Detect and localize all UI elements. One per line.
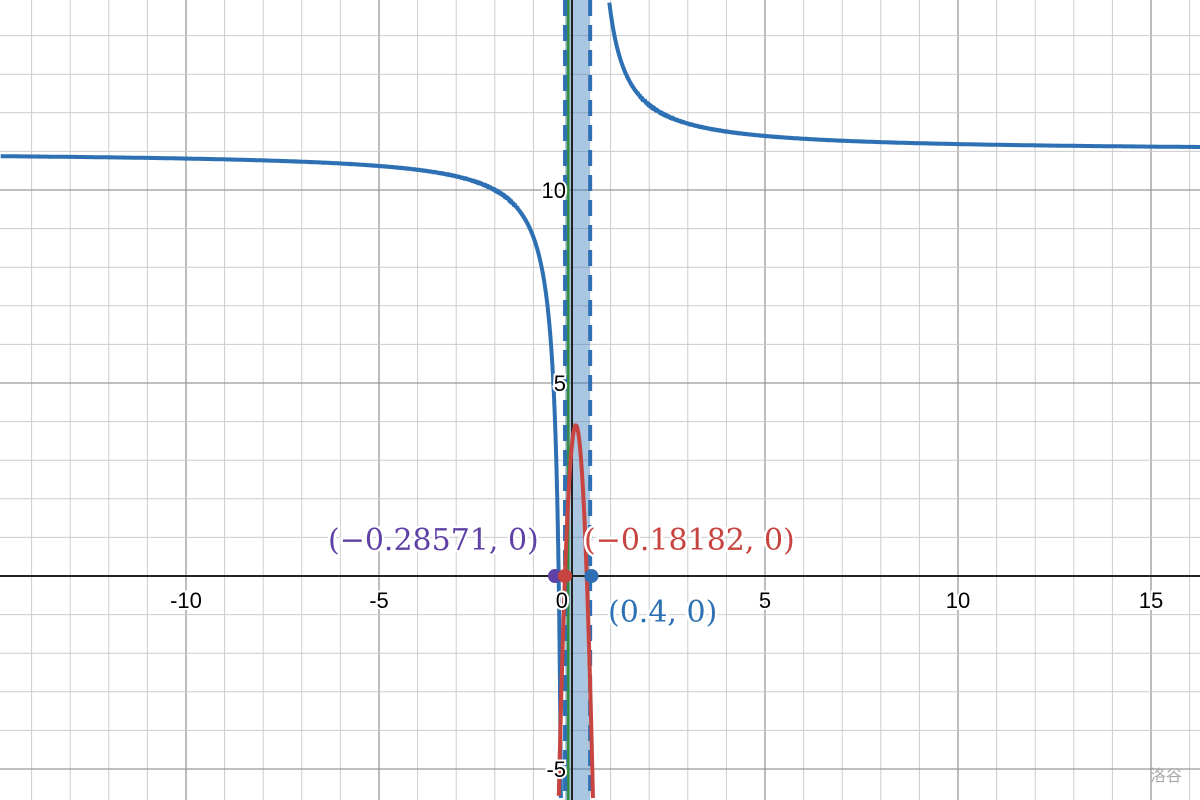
x-tick-label: -5 bbox=[369, 588, 389, 613]
red-parabola bbox=[556, 423, 595, 799]
point-label-red[interactable]: (−0.18182, 0) bbox=[582, 521, 798, 561]
x-tick-label: -10 bbox=[170, 588, 202, 613]
point-label-blue[interactable]: (0.4, 0) bbox=[606, 593, 720, 633]
x-tick-label: 5 bbox=[759, 588, 771, 613]
blue-curve-right bbox=[607, 2, 1200, 149]
blue-curve-left bbox=[0, 154, 563, 799]
points bbox=[547, 569, 599, 583]
point-marker bbox=[584, 569, 599, 583]
x-tick-label: 10 bbox=[946, 588, 970, 613]
x-tick-label: 15 bbox=[1139, 588, 1163, 613]
point-marker bbox=[557, 569, 572, 583]
tick-labels: -10 -5 0 5 10 15 10 5 -5 bbox=[168, 176, 1165, 784]
watermark: 洛谷 bbox=[1149, 768, 1182, 785]
y-tick-label: -5 bbox=[546, 757, 566, 782]
point-label-purple[interactable]: (−0.28571, 0) bbox=[326, 521, 542, 561]
y-tick-label: 10 bbox=[542, 178, 566, 203]
y-tick-label: 5 bbox=[554, 371, 566, 396]
point-marker bbox=[547, 569, 562, 583]
x-tick-label: 0 bbox=[556, 588, 568, 613]
